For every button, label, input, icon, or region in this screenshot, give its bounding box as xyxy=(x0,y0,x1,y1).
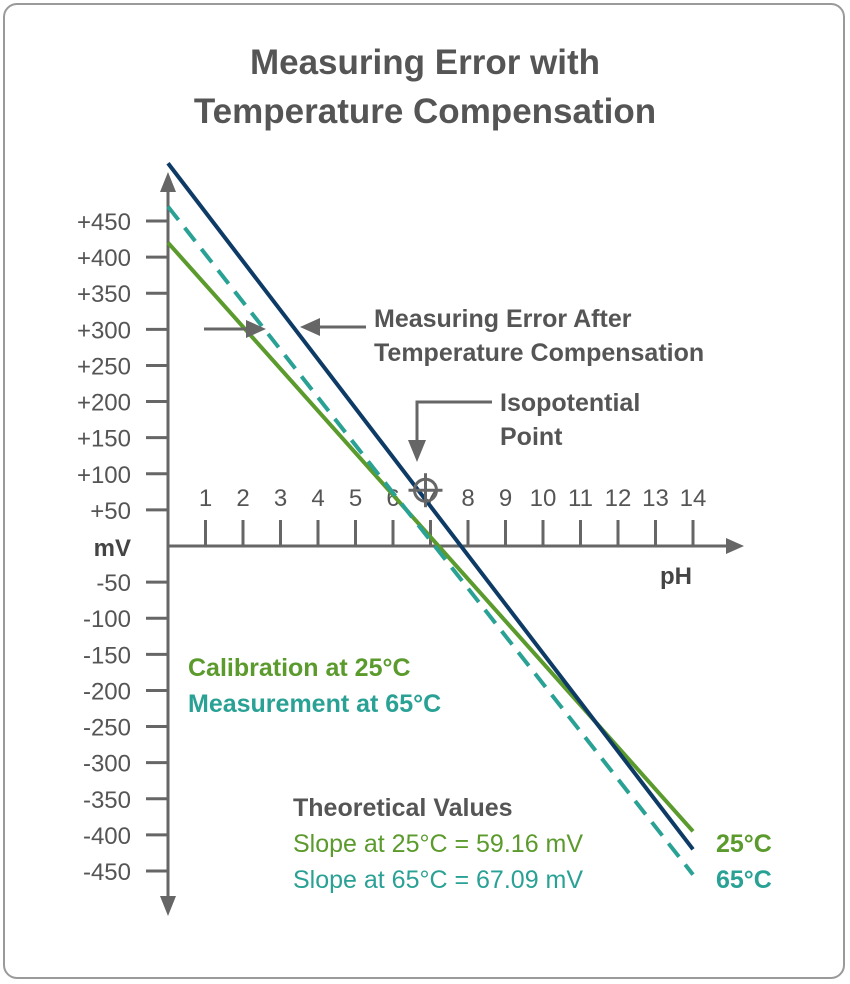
x-axis-arrow xyxy=(726,538,744,554)
legend-measurement: Measurement at 65°C xyxy=(188,690,441,718)
annotation-error-line-2: Temperature Compensation xyxy=(374,339,704,367)
theoretical-heading: Theoretical Values xyxy=(293,794,513,822)
y-tick-label: +350 xyxy=(77,281,131,308)
legend-calibration: Calibration at 25°C xyxy=(188,654,411,682)
y-axis-arrow-up xyxy=(160,172,176,192)
y-axis-label: mV xyxy=(94,535,131,562)
y-tick-label: +400 xyxy=(77,245,131,272)
y-tick-label: -400 xyxy=(83,823,131,850)
y-tick-label: -150 xyxy=(83,642,131,669)
x-tick-label: 3 xyxy=(274,485,287,512)
y-tick-label: -450 xyxy=(83,859,131,886)
y-tick-label: -100 xyxy=(83,606,131,633)
y-tick-label: +150 xyxy=(77,426,131,453)
x-axis-label: pH xyxy=(660,563,692,590)
error-arrow-left-head xyxy=(246,320,266,338)
line-measurement-65c xyxy=(166,205,695,876)
x-tick-label: 4 xyxy=(311,485,324,512)
y-tick-label: +200 xyxy=(77,390,131,417)
annotation-iso-line-2: Point xyxy=(500,423,563,451)
x-tick-label: 14 xyxy=(680,485,707,512)
slope-25-text: Slope at 25°C = 59.16 mV xyxy=(293,830,583,858)
x-tick-label: 2 xyxy=(236,485,249,512)
series-lines xyxy=(166,162,695,876)
y-tick-label: -200 xyxy=(83,678,131,705)
annotations xyxy=(204,318,492,508)
y-tick-label: +100 xyxy=(77,462,131,489)
axes xyxy=(160,172,744,916)
x-tick-label: 10 xyxy=(530,485,557,512)
y-tick-label: +50 xyxy=(90,498,131,525)
x-tick-label: 8 xyxy=(461,485,474,512)
y-axis-arrow-down xyxy=(160,896,176,916)
chart-title-line-1: Measuring Error with xyxy=(249,43,601,82)
annotation-iso-line-1: Isopotential xyxy=(500,389,640,417)
chart-title-line-2: Temperature Compensation xyxy=(193,92,657,131)
y-tick-label: -50 xyxy=(96,570,131,597)
slope-65-text: Slope at 65°C = 67.09 mV xyxy=(293,866,583,894)
x-tick-label: 12 xyxy=(605,485,632,512)
y-tick-label: +450 xyxy=(77,209,131,236)
x-tick-label: 1 xyxy=(199,485,212,512)
y-tick-label: +300 xyxy=(77,317,131,344)
x-tick-label: 5 xyxy=(349,485,362,512)
iso-arrow-shaft xyxy=(415,400,492,444)
x-tick-label: 13 xyxy=(642,485,669,512)
y-tick-label: -350 xyxy=(83,787,131,814)
label-65c: 65°C xyxy=(716,866,772,894)
line-measurement-error xyxy=(166,162,695,851)
annotation-error-line-1: Measuring Error After xyxy=(374,305,632,333)
x-tick-label: 11 xyxy=(568,485,593,512)
x-tick-label: 9 xyxy=(499,485,512,512)
y-tick-label: -250 xyxy=(83,715,131,742)
y-tick-label: -300 xyxy=(83,751,131,778)
error-arrow-right-head xyxy=(300,318,320,336)
y-tick-label: +250 xyxy=(77,353,131,380)
iso-arrow-head xyxy=(408,440,426,462)
y-axis-ticks: +450 +400 +350 +300 +250 +200 +150 +100 +50 -50 -1… xyxy=(77,209,168,886)
label-25c: 25°C xyxy=(716,830,772,858)
